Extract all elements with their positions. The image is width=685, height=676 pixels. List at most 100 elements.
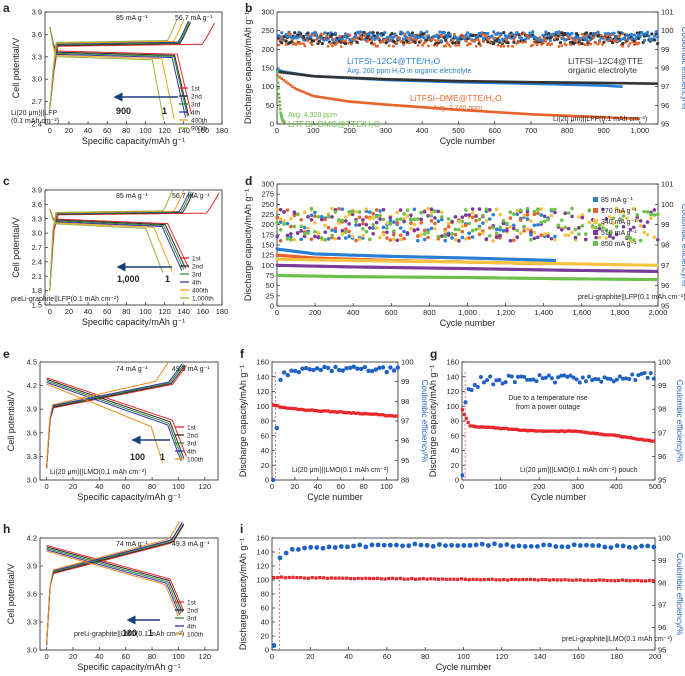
ce-point bbox=[278, 220, 283, 224]
capacity-point bbox=[318, 256, 322, 260]
capacity-point bbox=[435, 255, 439, 259]
cell-label: preLi-graphite||LMO(0.1 mAh cm⁻²) bbox=[74, 631, 184, 638]
capacity-point bbox=[630, 277, 634, 281]
capacity-point bbox=[492, 267, 496, 271]
capacity-point bbox=[279, 111, 282, 115]
ce-point bbox=[378, 235, 382, 240]
ce-point-dme bbox=[580, 32, 584, 36]
capacity-point bbox=[541, 81, 545, 84]
capacity-point bbox=[327, 256, 331, 260]
capacity-point bbox=[367, 275, 371, 279]
capacity-point bbox=[319, 252, 323, 256]
capacity-point bbox=[515, 82, 519, 85]
ce-point-dme bbox=[505, 38, 509, 42]
capacity-point bbox=[402, 577, 406, 581]
capacity-point bbox=[646, 438, 650, 442]
y-tick-label: 75 bbox=[266, 271, 274, 280]
ce-point bbox=[336, 367, 342, 373]
capacity-point bbox=[559, 268, 563, 272]
capacity-point bbox=[298, 274, 302, 278]
ce-point bbox=[350, 210, 355, 214]
capacity-point bbox=[513, 257, 517, 261]
x-axis-label: Specific capacity/mAh g⁻¹ bbox=[77, 492, 180, 502]
capacity-point bbox=[618, 277, 622, 281]
ce-point bbox=[343, 219, 348, 223]
capacity-point bbox=[328, 75, 331, 79]
ce-point bbox=[566, 226, 571, 231]
capacity-point bbox=[350, 76, 353, 80]
capacity-point bbox=[568, 262, 572, 266]
discharge-curve-100th bbox=[46, 383, 164, 463]
ce-point bbox=[378, 209, 382, 213]
cell-label: Li(20 μm)||LMO(0.1 mAh cm⁻²) bbox=[50, 469, 147, 476]
charge-curve-1st bbox=[46, 524, 185, 646]
ce-point bbox=[505, 228, 509, 233]
annotation: from a power outage bbox=[516, 404, 580, 411]
capacity-point bbox=[406, 255, 410, 259]
capacity-point bbox=[641, 263, 645, 267]
capacity-point bbox=[644, 263, 648, 267]
capacity-point bbox=[382, 259, 386, 263]
ce-point bbox=[292, 368, 298, 374]
capacity-point bbox=[559, 277, 563, 281]
capacity-point bbox=[604, 116, 608, 119]
ce-point bbox=[638, 219, 643, 223]
capacity-point bbox=[522, 112, 525, 116]
capacity-point bbox=[443, 260, 447, 264]
capacity-point bbox=[339, 258, 343, 262]
capacity-point bbox=[615, 269, 619, 273]
ce-point bbox=[542, 219, 547, 224]
ce-point bbox=[531, 377, 536, 382]
ce-point bbox=[601, 222, 605, 227]
capacity-point bbox=[504, 267, 508, 271]
x-tick-label: 200 bbox=[533, 482, 546, 491]
ce-point-organic bbox=[298, 32, 303, 36]
y2-tick-label: 98 bbox=[401, 397, 409, 406]
capacity-point bbox=[301, 264, 305, 268]
capacity-point bbox=[458, 275, 462, 279]
capacity-point bbox=[370, 254, 374, 258]
capacity-point bbox=[489, 260, 493, 264]
capacity-point bbox=[578, 115, 582, 118]
ce-point bbox=[635, 218, 640, 223]
capacity-point bbox=[530, 261, 534, 265]
ce-point bbox=[602, 544, 608, 550]
capacity-point bbox=[321, 264, 325, 268]
ce-point bbox=[330, 206, 334, 211]
capacity-point bbox=[552, 113, 556, 117]
capacity-point bbox=[619, 434, 623, 439]
x-tick-label: 180 bbox=[216, 126, 229, 135]
capacity-point bbox=[495, 257, 499, 261]
ce-point bbox=[608, 234, 612, 238]
capacity-point bbox=[604, 84, 608, 88]
capacity-point bbox=[487, 110, 490, 113]
capacity-point bbox=[531, 261, 535, 265]
capacity-point bbox=[535, 113, 538, 116]
cell-label: preLi-graphite||LFP(0.1 mAh cm⁻²) bbox=[11, 296, 119, 303]
capacity-point bbox=[610, 277, 614, 281]
capacity-point bbox=[313, 74, 316, 78]
capacity-point bbox=[553, 258, 557, 262]
capacity-point bbox=[364, 259, 368, 263]
capacity-point bbox=[393, 103, 397, 107]
x-axis-label: Specific capacity/mAh g⁻¹ bbox=[82, 136, 185, 146]
y-tick-label: 3.3 bbox=[32, 52, 42, 61]
capacity-point bbox=[365, 101, 368, 105]
capacity-point bbox=[460, 260, 464, 264]
capacity-point bbox=[420, 266, 424, 270]
ce-point bbox=[597, 226, 602, 231]
capacity-point bbox=[524, 112, 527, 116]
capacity-point bbox=[281, 254, 285, 258]
ce-point bbox=[498, 212, 502, 217]
ce-point bbox=[371, 216, 376, 220]
ce-point bbox=[354, 209, 358, 214]
capacity-point bbox=[653, 263, 657, 267]
capacity-point bbox=[544, 578, 548, 582]
ce-point-12c4 bbox=[409, 38, 413, 42]
capacity-point bbox=[384, 77, 388, 81]
capacity-point bbox=[405, 259, 409, 263]
x-tick-label: 40 bbox=[314, 482, 322, 491]
y-tick-label: 2.7 bbox=[32, 243, 42, 252]
capacity-point bbox=[354, 258, 358, 262]
x-tick-label: 80 bbox=[421, 652, 429, 661]
